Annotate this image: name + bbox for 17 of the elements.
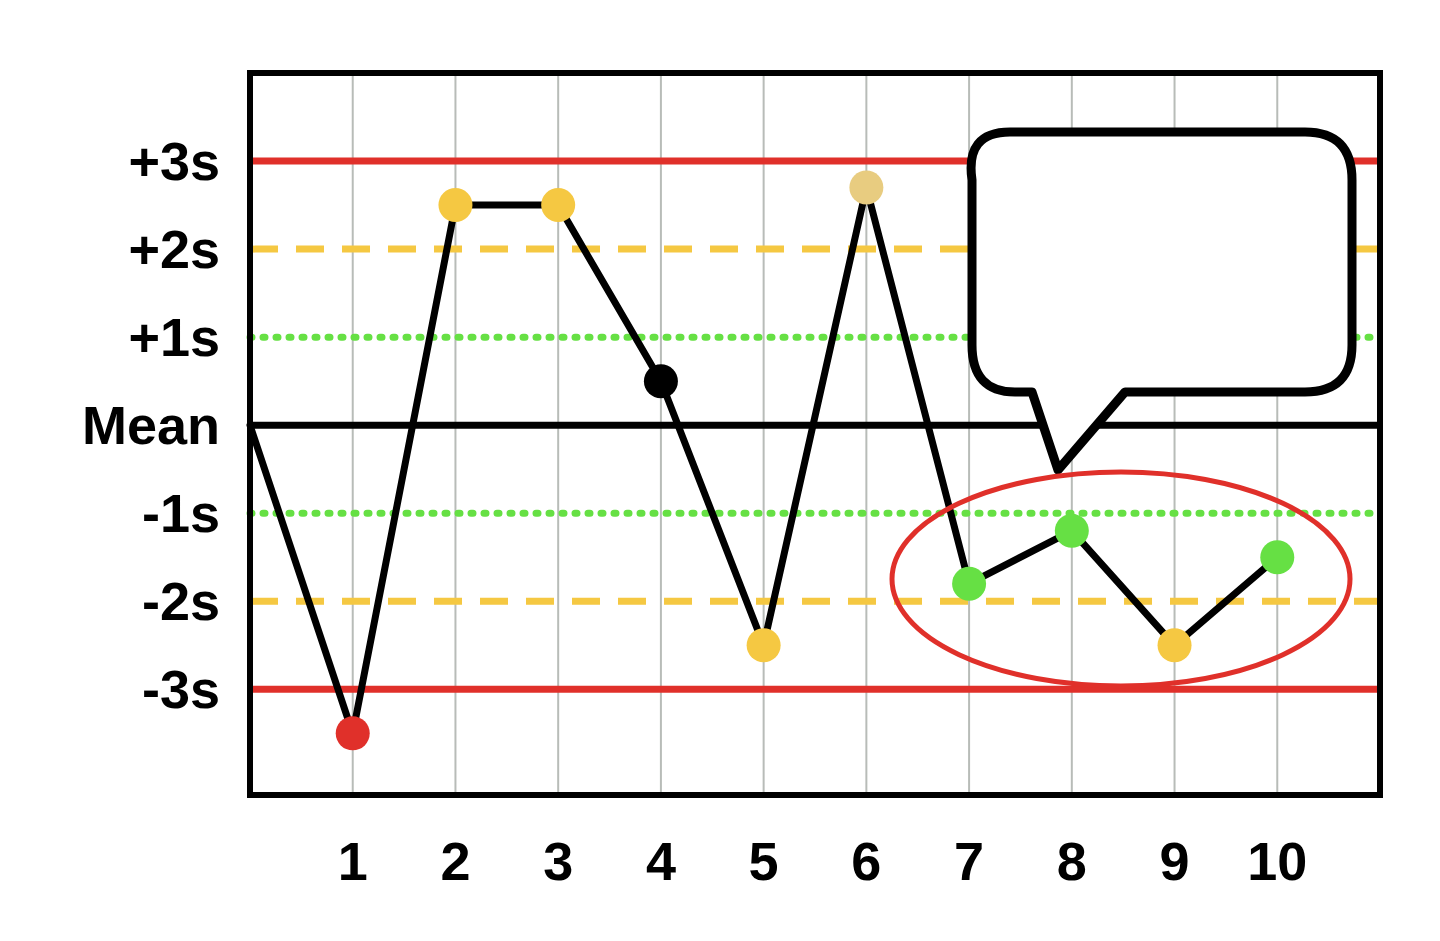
x-tick-label: 2 [440,831,471,891]
x-tick-label: 9 [1159,831,1190,891]
x-tick-label: 10 [1247,831,1308,891]
x-tick-label: 4 [645,831,676,891]
y-tick-label: Mean [81,395,220,456]
x-tick-label: 3 [543,831,574,891]
x-tick-label: 1 [337,831,368,891]
y-tick-label: +2s [128,219,220,279]
y-tick-label: -2s [141,571,220,632]
y-tick-label: +3s [128,130,220,191]
y-tick-label: -1s [141,483,220,544]
x-tick-label: 7 [954,831,985,891]
y-tick-label: +1s [128,307,220,368]
y-tick-label: -3s [141,659,220,720]
x-tick-label: 5 [748,831,779,891]
x-tick-label: 8 [1056,831,1087,891]
x-tick-label: 6 [851,831,882,891]
